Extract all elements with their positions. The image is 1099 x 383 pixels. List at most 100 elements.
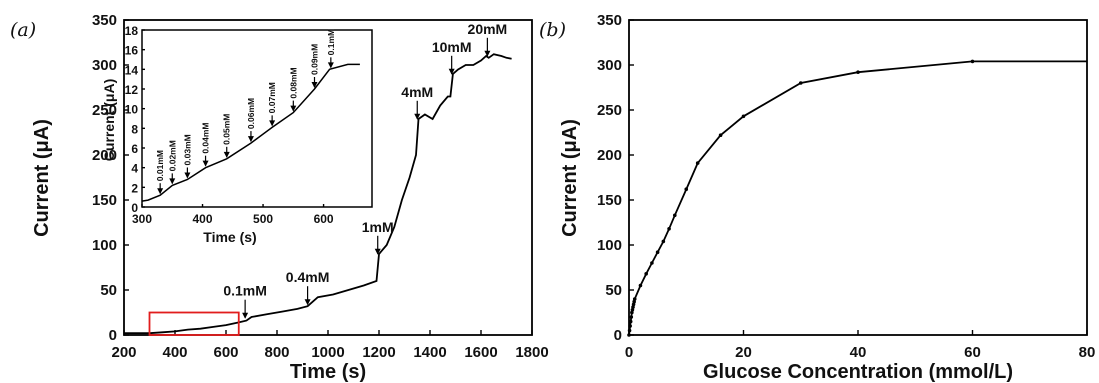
inset-annotation-arrowhead-2 — [184, 172, 191, 179]
panel-a-annotation-arrowhead-4 — [448, 68, 455, 75]
inset-plot-frame — [141, 29, 373, 208]
panel-a-y-axis-title: Current (μA) — [31, 119, 53, 237]
panel-a-annotation-arrowhead-3 — [414, 113, 421, 120]
inset-annotation-label-9: 0.1mM — [326, 29, 336, 55]
panel-b-point-20 — [718, 133, 723, 137]
inset-annotation-label-6: 0.07mM — [267, 82, 277, 113]
panel-b-x-axis-title: Glucose Concentration (mmol/L) — [703, 361, 1013, 383]
panel-b-point-23 — [856, 70, 860, 74]
panel-b-point-21 — [741, 114, 746, 119]
panel-b-point-10 — [632, 297, 637, 301]
panel-b-point-3 — [628, 319, 633, 324]
panel-a-annotation-arrowhead-5 — [484, 50, 491, 57]
panel-b-point-8 — [631, 302, 636, 307]
inset-annotation-label-8: 0.09mM — [310, 44, 320, 75]
panel-b-x-tick-label-0: 0 — [625, 344, 633, 361]
panel-b-y-tick-label-6: 300 — [597, 57, 622, 74]
panel-a-y-tick-label-1: 50 — [100, 282, 117, 299]
panel-b-point-0 — [627, 333, 631, 337]
panel-a-x-tick-label-5: 1200 — [362, 344, 395, 361]
panel-b-y-tick-label-5: 250 — [597, 102, 622, 119]
panel-a-x-tick-label-8: 1800 — [515, 344, 548, 361]
panel-a-y-tick-label-7: 350 — [92, 12, 117, 29]
inset-annotation-arrowhead-1 — [169, 178, 176, 185]
panel-b-point-9 — [632, 299, 636, 304]
panel-a-series-line — [124, 53, 512, 335]
inset-x-tick-label-2: 500 — [253, 212, 273, 226]
panel-b-point-7 — [631, 305, 635, 309]
panel-b-markers — [627, 59, 975, 337]
panel-a-annotation-arrowhead-1 — [304, 299, 311, 306]
panel-a-y-tick-label-6: 300 — [92, 57, 117, 74]
panel-a-x-tick-label-2: 600 — [213, 344, 238, 361]
panel-a: (a) 200 400 600 800 1000 1200 1400 1600 18000501… — [10, 12, 549, 383]
panel-b-point-13 — [650, 261, 654, 265]
panel-b-plot-frame — [628, 19, 1088, 336]
panel-b-point-15 — [661, 239, 666, 244]
panel-b-series-line — [628, 60, 1087, 336]
panel-b-y-axis-title: Current (μA) — [559, 119, 581, 237]
inset-y-tick-label-4: 8 — [131, 122, 138, 136]
inset-annotation-arrowhead-0 — [157, 188, 164, 195]
panel-b-point-22 — [798, 81, 803, 85]
panel-a-annotation-label-5: 20mM — [468, 21, 508, 37]
panel-a-annotation-label-0: 0.1mM — [223, 283, 267, 299]
inset-y-tick-label-1: 2 — [131, 181, 138, 195]
inset-annotation-arrowhead-8 — [311, 82, 318, 88]
panel-b-x-tick-label-3: 60 — [964, 344, 981, 361]
inset-annotation-label-5: 0.06mM — [246, 98, 256, 129]
inset-y-tick-label-8: 16 — [125, 44, 139, 58]
panel-b-y-tick-label-1: 50 — [605, 282, 622, 299]
panel-b-point-11 — [638, 283, 643, 288]
inset-y-tick-label-0: 0 — [131, 201, 138, 215]
panel-a-x-axis-title: Time (s) — [290, 361, 366, 383]
panel-a-label: (a) — [10, 19, 36, 41]
inset-annotation-label-4: 0.05mM — [222, 114, 232, 145]
panel-a-highlight-box — [148, 311, 240, 336]
panel-a-y-tick-label-4: 200 — [92, 147, 117, 164]
panel-a-x-tick-label-1: 400 — [162, 344, 187, 361]
panel-b-label: (b) — [539, 19, 566, 41]
panel-b-x-tick-label-4: 80 — [1079, 344, 1096, 361]
panel-a-annotation-arrowhead-0 — [242, 312, 249, 319]
panel-b-point-18 — [684, 187, 689, 191]
panel-b-x-tick-label-1: 20 — [735, 344, 752, 361]
inset-y-tick-label-6: 12 — [125, 83, 139, 97]
panel-b-point-6 — [630, 308, 635, 312]
inset-annotation-arrowhead-7 — [290, 105, 297, 112]
inset-annotation-label-1: 0.02mM — [167, 140, 177, 171]
inset-annotation-label-0: 0.01mM — [155, 150, 165, 181]
panel-b-y-tick-label-3: 150 — [597, 192, 622, 209]
panel-b-point-14 — [655, 250, 660, 254]
panel-b-point-5 — [630, 310, 634, 315]
inset-x-tick-label-0: 300 — [132, 212, 152, 226]
inset-y-tick-label-5: 10 — [125, 103, 139, 117]
panel-a-x-tick-label-4: 1000 — [311, 344, 344, 361]
inset-ticks: 300 400 500 600 0 2 4 6 8 10 12 14 16 18 — [125, 24, 334, 226]
panel-b-point-1 — [627, 328, 632, 333]
panel-b-point-2 — [628, 324, 632, 328]
panel-a-x-tick-label-0: 200 — [111, 344, 136, 361]
panel-b-point-19 — [695, 161, 700, 165]
panel-a-x-tick-label-3: 800 — [264, 344, 289, 361]
panel-a-annotation-label-2: 1mM — [362, 219, 394, 235]
inset-annotation-label-3: 0.04mM — [201, 122, 211, 153]
inset-annotation-label-7: 0.08mM — [288, 67, 298, 98]
panel-b-point-4 — [629, 315, 634, 319]
inset-annotation-arrowhead-6 — [269, 120, 276, 127]
inset-annotations: 0.01mM 0.02mM 0.03mM 0.04mM 0.05mM 0.06mM 0.07… — [155, 29, 336, 195]
panel-a-annotation-label-3: 4mM — [401, 84, 433, 100]
panel-a-x-tick-label-7: 1600 — [464, 344, 497, 361]
panel-b-y-tick-label-7: 350 — [597, 12, 622, 29]
panel-a-annotation-arrowhead-2 — [374, 248, 381, 255]
inset: 300 400 500 600 0 2 4 6 8 10 12 14 16 18 Time (s) Cur… — [101, 24, 373, 245]
inset-x-tick-label-1: 400 — [193, 212, 213, 226]
inset-series-line — [141, 63, 360, 202]
panel-a-annotation-label-1: 0.4mM — [286, 269, 330, 285]
inset-x-axis-title: Time (s) — [203, 229, 256, 245]
panel-b: (b) 0 20 40 60 80 0 50 100 150 200 250 300 350 Gluco… — [539, 12, 1095, 383]
panel-a-y-tick-label-3: 150 — [92, 192, 117, 209]
panel-a-y-tick-label-2: 100 — [92, 237, 117, 254]
panel-a-y-tick-label-5: 250 — [92, 102, 117, 119]
